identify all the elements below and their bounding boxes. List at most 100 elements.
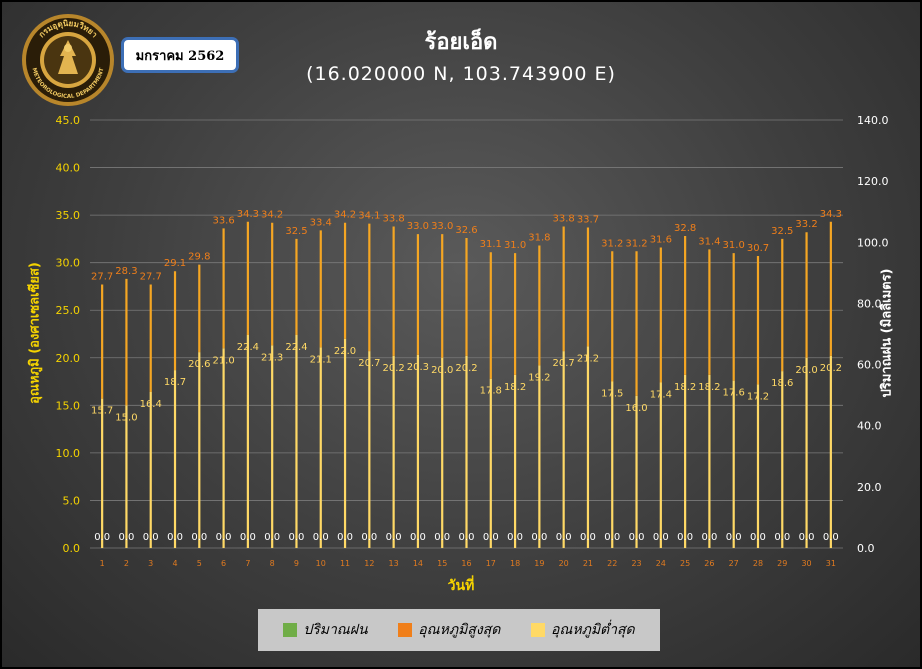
min-temp-label: 17.8 xyxy=(480,386,502,397)
y2-tick-label: 100.0 xyxy=(857,236,889,249)
min-temp-label: 21.3 xyxy=(261,352,283,363)
min-temp-label: 17.2 xyxy=(747,391,769,402)
max-temp-label: 29.1 xyxy=(164,258,186,269)
y-tick-label: 15.0 xyxy=(56,399,81,412)
min-temp-label: 20.2 xyxy=(382,363,404,374)
x-tick-label: 29 xyxy=(777,559,787,568)
max-temp-label: 34.3 xyxy=(237,209,259,220)
x-tick-label: 28 xyxy=(753,559,763,568)
x-tick-label: 5 xyxy=(197,559,202,568)
rainfall-label: 0.0 xyxy=(386,532,402,543)
max-temp-label: 31.8 xyxy=(528,233,550,244)
legend-label-min-temp: อุณหภูมิต่ำสุด xyxy=(550,622,635,638)
rainfall-label: 0.0 xyxy=(799,532,815,543)
rainfall-label: 0.0 xyxy=(726,532,742,543)
min-temp-label: 22.0 xyxy=(334,346,356,357)
x-tick-label: 26 xyxy=(704,559,714,568)
max-temp-label: 31.6 xyxy=(650,234,672,245)
x-tick-label: 22 xyxy=(607,559,617,568)
max-temp-label: 33.2 xyxy=(795,219,817,230)
rainfall-label: 0.0 xyxy=(701,532,717,543)
legend-label-max-temp: อุณหภูมิสูงสุด xyxy=(418,622,501,638)
y2-tick-label: 120.0 xyxy=(857,175,889,188)
y-axis-title-right: ปริมาณฝน (มิลลิเมตร) xyxy=(879,268,895,398)
max-temp-label: 27.7 xyxy=(140,272,162,283)
y-tick-label: 45.0 xyxy=(56,114,81,127)
max-temp-label: 34.1 xyxy=(358,211,380,222)
min-temp-label: 20.6 xyxy=(188,359,210,370)
min-temp-label: 20.7 xyxy=(358,358,380,369)
min-temp-label: 20.2 xyxy=(455,363,477,374)
y-tick-label: 5.0 xyxy=(63,494,81,507)
rainfall-label: 0.0 xyxy=(118,532,134,543)
x-tick-label: 2 xyxy=(124,559,129,568)
max-temp-label: 34.3 xyxy=(820,209,842,220)
max-temp-label: 32.5 xyxy=(285,226,307,237)
x-tick-label: 10 xyxy=(316,559,326,568)
rainfall-label: 0.0 xyxy=(264,532,280,543)
min-temp-label: 16.4 xyxy=(140,399,162,410)
min-temp-label: 17.6 xyxy=(723,388,745,399)
y-tick-label: 0.0 xyxy=(63,542,81,555)
y2-tick-label: 20.0 xyxy=(857,481,882,494)
x-axis-title: วันที่ xyxy=(447,578,475,594)
min-temp-label: 18.6 xyxy=(771,378,793,389)
legend-item-rainfall: ปริมาณฝน xyxy=(283,619,368,641)
y2-tick-label: 0.0 xyxy=(857,542,875,555)
x-tick-label: 3 xyxy=(148,559,153,568)
y2-tick-label: 60.0 xyxy=(857,359,882,372)
min-temp-label: 18.2 xyxy=(698,382,720,393)
min-temp-label: 22.4 xyxy=(237,342,259,353)
x-tick-label: 15 xyxy=(437,559,447,568)
min-temp-label: 20.0 xyxy=(795,365,817,376)
rainfall-label: 0.0 xyxy=(750,532,766,543)
min-temp-label: 20.0 xyxy=(431,365,453,376)
min-temp-label: 19.2 xyxy=(528,372,550,383)
x-tick-label: 30 xyxy=(801,559,811,568)
x-tick-label: 18 xyxy=(510,559,520,568)
y2-tick-label: 80.0 xyxy=(857,297,882,310)
min-temp-label: 18.7 xyxy=(164,377,186,388)
rainfall-label: 0.0 xyxy=(531,532,547,543)
rainfall-label: 0.0 xyxy=(191,532,207,543)
rainfall-label: 0.0 xyxy=(143,532,159,543)
y-tick-label: 30.0 xyxy=(56,257,81,270)
min-temp-label: 18.2 xyxy=(674,382,696,393)
max-temp-label: 29.8 xyxy=(188,252,210,263)
max-temp-label: 27.7 xyxy=(91,272,113,283)
y-tick-label: 25.0 xyxy=(56,304,81,317)
max-temp-label: 33.7 xyxy=(577,214,599,225)
rainfall-label: 0.0 xyxy=(604,532,620,543)
rainfall-label: 0.0 xyxy=(774,532,790,543)
x-tick-label: 9 xyxy=(294,559,299,568)
station-coordinates: (16.020000 N, 103.743900 E) xyxy=(306,63,616,85)
max-temp-label: 28.3 xyxy=(115,266,137,277)
max-temp-label: 34.2 xyxy=(261,210,283,221)
rainfall-label: 0.0 xyxy=(653,532,669,543)
y-tick-label: 35.0 xyxy=(56,209,81,222)
rainfall-label: 0.0 xyxy=(459,532,475,543)
max-temp-label: 33.6 xyxy=(212,215,234,226)
chart-title: ร้อยเอ็ด xyxy=(424,30,498,55)
y2-tick-label: 40.0 xyxy=(857,420,882,433)
max-temp-label: 33.8 xyxy=(382,214,404,225)
max-temp-label: 33.0 xyxy=(431,221,453,232)
min-temp-label: 15.0 xyxy=(115,412,137,423)
max-temp-label: 31.1 xyxy=(480,239,502,250)
min-temp-label: 20.2 xyxy=(820,363,842,374)
x-tick-label: 13 xyxy=(389,559,399,568)
month-label-box: มกราคม 2562 xyxy=(121,37,239,73)
legend-swatch-max-temp xyxy=(398,623,413,637)
x-tick-label: 12 xyxy=(364,559,374,568)
rainfall-label: 0.0 xyxy=(240,532,256,543)
rainfall-label: 0.0 xyxy=(677,532,693,543)
max-temp-label: 30.7 xyxy=(747,243,769,254)
max-temp-label: 33.8 xyxy=(553,214,575,225)
x-tick-label: 6 xyxy=(221,559,226,568)
meteorological-department-logo: กรมอุตุนิยมวิทยา METEOROLOGICAL DEPARTME… xyxy=(22,14,114,106)
min-temp-label: 22.4 xyxy=(285,342,307,353)
max-temp-label: 31.0 xyxy=(504,240,526,251)
rainfall-label: 0.0 xyxy=(823,532,839,543)
x-tick-label: 17 xyxy=(486,559,496,568)
